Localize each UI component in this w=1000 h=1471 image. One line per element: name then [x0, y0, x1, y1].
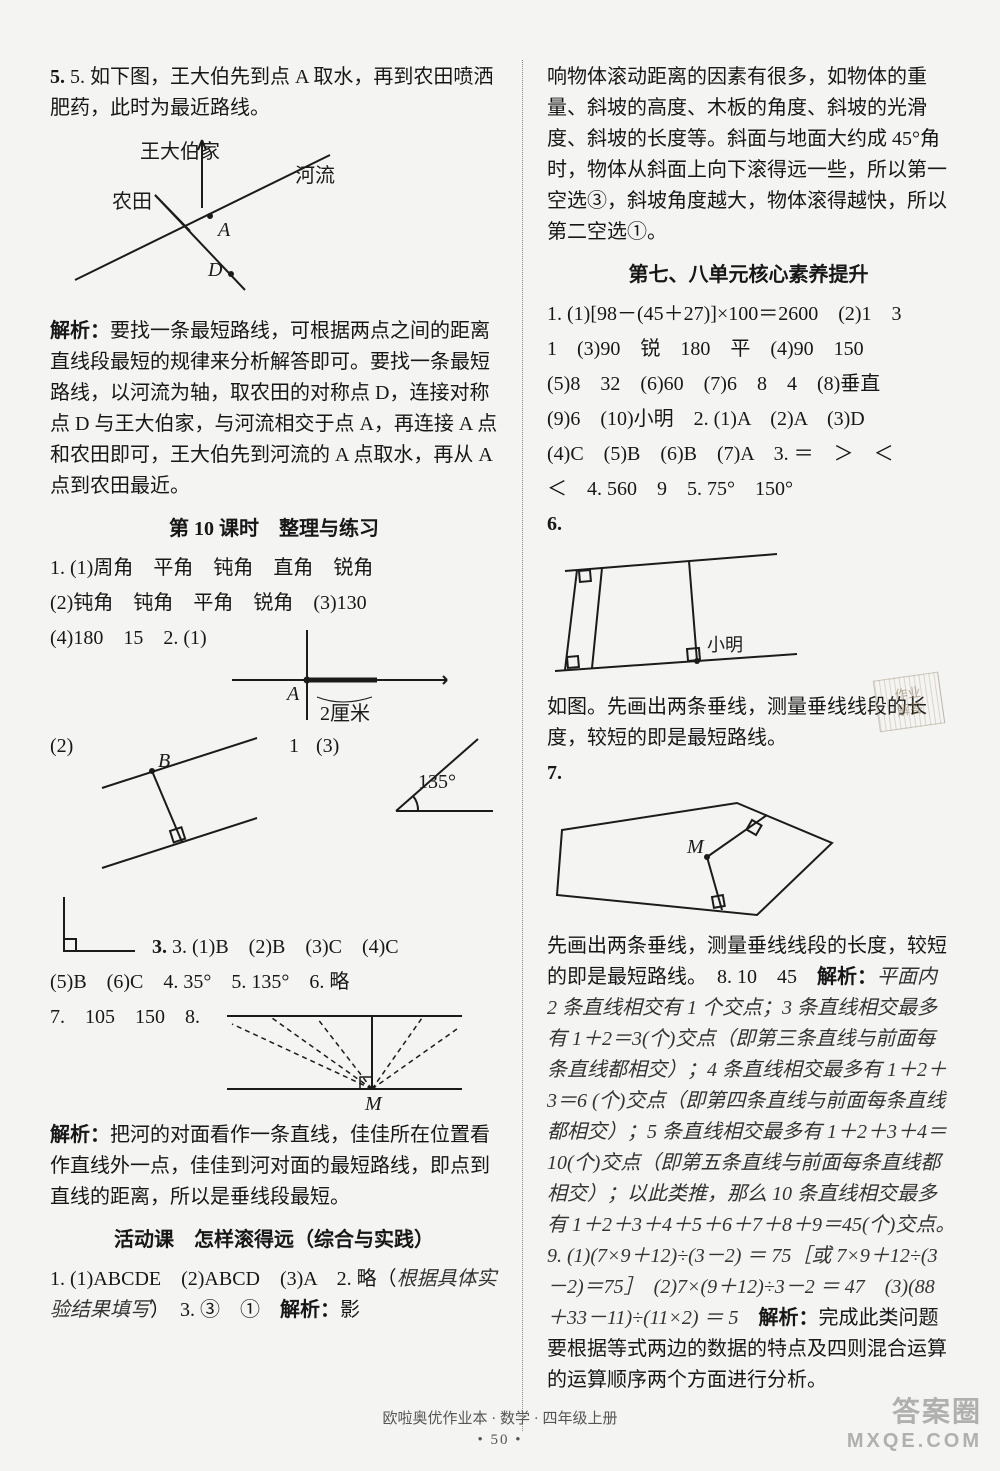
s10-l4-mid: 1 [284, 731, 304, 762]
fig-right-angle [50, 891, 140, 961]
q5-figure: 王大伯家 河流 农田 A D [50, 130, 498, 310]
s10-row-3: 3. 3. (1)B (2)B (3)C (4)C [50, 887, 498, 965]
analysis-head-2: 解析： [50, 1124, 110, 1146]
s10-row-2-1: (4)180 15 2. (1) A 2厘米 [50, 621, 498, 729]
svg-text:2厘米: 2厘米 [320, 702, 370, 725]
s10-row-2-2: (2) B 1 (3) [50, 729, 498, 887]
u78-l9: 7. [547, 758, 950, 789]
s10-l1: 1. (1)周角 平角 钝角 直角 锐角 [50, 553, 498, 584]
s10-l2: (2)钝角 钝角 平角 锐角 (3)130 [50, 588, 498, 619]
fig-u78-6: 小明 [547, 546, 950, 686]
svg-text:M: M [364, 1093, 383, 1114]
u78-l5: (4)C (5)B (6)B (7)A 3. ＝ ＞ ＜ [547, 439, 950, 470]
label-field: 农田 [112, 190, 152, 213]
svg-text:M: M [686, 836, 705, 858]
u78-l1: 1. (1)[98－(45＋27)]×100＝2600 (2)1 3 [547, 299, 950, 330]
page: 5. 5. 如下图，王大伯先到点 A 取水，再到农田喷洒肥药，此时为最近路线。 … [0, 0, 1000, 1471]
svg-text:B: B [158, 750, 170, 772]
q8-analysis-text: 把河的对面看作一条直线，佳佳所在位置看作直线外一点，佳佳到河对面的最短路线，即点… [50, 1124, 490, 1208]
fig-m-rays: M [217, 1004, 467, 1114]
q5-body: 5. 如下图，王大伯先到点 A 取水，再到农田喷洒肥药，此时为最近路线。 [50, 66, 493, 119]
fig-parallel-b: B [92, 733, 272, 883]
label-d: D [207, 259, 223, 281]
section-10-title: 第 10 课时 整理与练习 [50, 514, 498, 545]
svg-text:135°: 135° [418, 771, 456, 793]
unit78-title: 第七、八单元核心素养提升 [547, 260, 950, 291]
watermark: 答案圈 MXQE.COM [847, 1390, 982, 1453]
label-home: 王大伯家 [140, 140, 220, 163]
s10-l7: 7. 105 150 8. [50, 1002, 205, 1033]
svg-text:A: A [285, 683, 300, 705]
s10-l4-left: (2) [50, 731, 80, 762]
s10-l4-right: (3) [316, 731, 346, 762]
label-a: A [216, 219, 231, 241]
label-river: 河流 [295, 164, 335, 187]
stamp-l2: 解答 [896, 700, 924, 719]
u78-l4: (9)6 (10)小明 2. (1)A (2)A (3)D [547, 404, 950, 435]
u78-l7: 6. [547, 509, 950, 540]
left-column: 5. 5. 如下图，王大伯先到点 A 取水，再到农田喷洒肥药，此时为最近路线。 … [50, 60, 498, 1431]
activity-l1: 1. (1)ABCDE (2)ABCD (3)A 2. 略（根据具体实验结果填写… [50, 1264, 498, 1326]
q5-analysis-text: 要找一条最短路线，可根据两点之间的距离直线段最短的规律来分析解答即可。要找一条最… [50, 320, 497, 497]
stamp: 作业 解答 [873, 672, 946, 733]
fig-2cm: A 2厘米 [222, 625, 452, 725]
u78-l3: (5)8 32 (6)60 (7)6 8 4 (8)垂直 [547, 369, 950, 400]
activity-title: 活动课 怎样滚得远（综合与实践） [50, 1225, 498, 1256]
column-separator [522, 60, 523, 1431]
u78-l10: 先画出两条垂线，测量垂线线段的长度，较短的即是最短路线。 8. 10 45 解析… [547, 931, 950, 1396]
q8-analysis: 解析：把河的对面看作一条直线，佳佳所在位置看作直线外一点，佳佳到河对面的最短路线… [50, 1120, 498, 1213]
analysis-head: 解析： [50, 320, 110, 342]
s10-l3: (4)180 15 2. (1) [50, 623, 210, 654]
fig-135: 135° [358, 733, 498, 823]
u78-l2: 1 (3)90 锐 180 平 (4)90 150 [547, 334, 950, 365]
q5-text: 5. 5. 如下图，王大伯先到点 A 取水，再到农田喷洒肥药，此时为最近路线。 [50, 62, 498, 124]
watermark-top: 答案圈 [847, 1390, 982, 1430]
watermark-bot: MXQE.COM [847, 1430, 982, 1453]
fig-u78-7: M [547, 795, 950, 925]
svg-text:小明: 小明 [707, 635, 743, 655]
s10-l6: (5)B (6)C 4. 35° 5. 135° 6. 略 [50, 967, 498, 998]
activity-cont: 响物体滚动距离的因素有很多，如物体的重量、斜坡的高度、木板的角度、斜坡的光滑度、… [547, 62, 950, 248]
s10-row-7-8: 7. 105 150 8. [50, 1000, 498, 1118]
q5-analysis: 解析：要找一条最短路线，可根据两点之间的距离直线段最短的规律来分析解答即可。要找… [50, 316, 498, 502]
right-column: 响物体滚动距离的因素有很多，如物体的重量、斜坡的高度、木板的角度、斜坡的光滑度、… [547, 60, 950, 1431]
s10-l5: 3. 3. (1)B (2)B (3)C (4)C [152, 932, 498, 963]
u78-l6: ＜ 4. 560 9 5. 75° 150° [547, 474, 950, 505]
